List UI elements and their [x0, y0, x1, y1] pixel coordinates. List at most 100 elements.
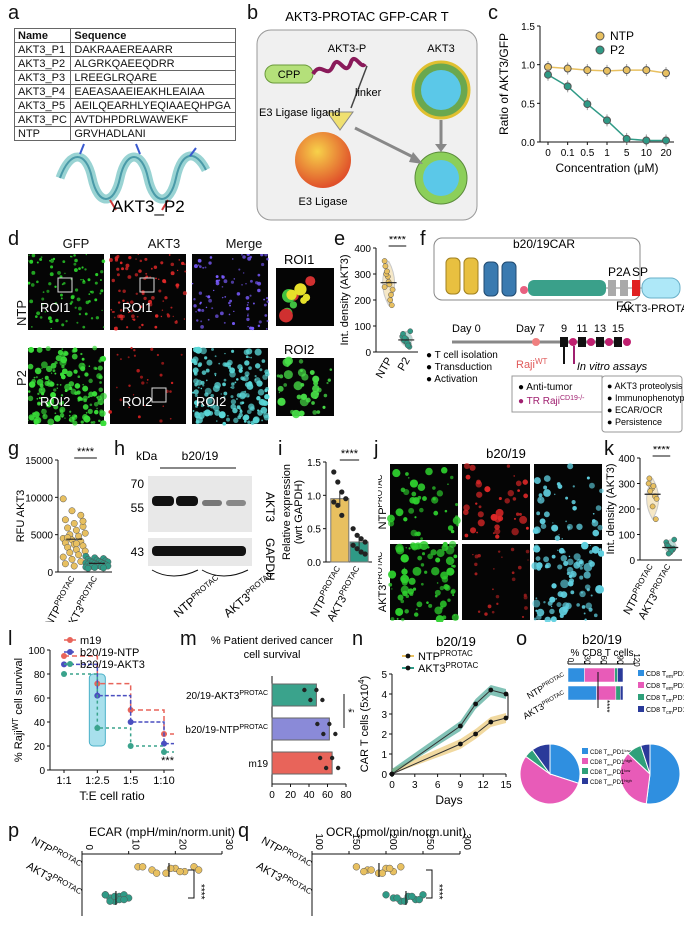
legend-marker [595, 31, 605, 41]
cell-spot [40, 361, 48, 369]
cell-spot [491, 610, 495, 614]
cell-spot [444, 584, 451, 591]
cell-spot [65, 319, 68, 323]
cell-spot [420, 563, 425, 567]
data-point [378, 869, 386, 877]
pie-legend-label: CD8 TcmPD1low [590, 768, 630, 777]
data-point [662, 136, 670, 145]
cell-spot [238, 368, 243, 373]
domain-tm [528, 280, 606, 296]
cell-spot [200, 320, 203, 323]
cell-spot [39, 258, 43, 261]
cell-spot [256, 380, 263, 387]
cell-spot [455, 502, 459, 507]
cell-spot [87, 395, 90, 399]
table-header-sequence: Sequence [70, 28, 236, 43]
y-tick-label: 0.0 [521, 138, 535, 149]
stacked-bar-segment [617, 667, 624, 683]
data-point [61, 653, 67, 659]
cell-spot [477, 610, 481, 613]
cell-spot [37, 392, 40, 396]
cell-spot [195, 415, 199, 419]
fc-label: FC [616, 299, 632, 313]
cell-spot [592, 512, 595, 515]
cell-spot [133, 349, 136, 352]
panel-letter-m: m [180, 628, 197, 650]
panel-letter-g: g [8, 438, 20, 460]
cell-spot [550, 605, 553, 608]
cell-spot [170, 306, 173, 309]
cell-spot [92, 345, 97, 351]
cell-spot [218, 362, 221, 365]
cell-spot [283, 383, 288, 387]
cell-spot [52, 405, 54, 407]
data-point [84, 564, 92, 572]
cell-spot [539, 498, 541, 500]
cell-spot [224, 352, 226, 355]
cell-spot [99, 292, 102, 295]
cell-spot [453, 614, 456, 617]
cell-spot [150, 347, 154, 351]
cell-spot [83, 398, 87, 403]
sig-bracket [188, 869, 195, 899]
cell-spot [74, 391, 78, 396]
x-tick-label: 0 [83, 844, 94, 850]
cell-spot [523, 593, 527, 597]
col-label-akt3: AKT3 [147, 236, 181, 251]
cell-spot [570, 590, 575, 595]
data-point [120, 895, 128, 904]
data-point [101, 891, 109, 899]
cell-spot [148, 302, 153, 307]
cell-spot [419, 507, 424, 513]
cell-spot [205, 379, 208, 382]
data-point [358, 536, 364, 542]
assay-text: Immunophenotype [615, 393, 684, 403]
cell-spot [430, 549, 437, 556]
x-tick-label: 120 [632, 653, 641, 667]
y-axis-label: Int. density (AKT3) [339, 254, 351, 345]
cell-spot [80, 352, 83, 356]
sig-label: *** [161, 755, 175, 767]
stacked-bar-segment [620, 685, 624, 701]
cell-spot [178, 259, 181, 261]
cell-spot [494, 528, 501, 535]
cell-spot [560, 591, 568, 599]
data-point [91, 564, 99, 571]
cell-spot [244, 371, 250, 377]
cell-spot [61, 323, 65, 327]
cell-spot [193, 264, 198, 269]
cell-spot [113, 316, 116, 319]
cell-spot [54, 412, 57, 415]
cell-spot [207, 295, 211, 299]
cell-spot [35, 376, 38, 379]
cell-spot [128, 406, 131, 409]
cell-spot [204, 266, 207, 269]
cell-spot [533, 477, 541, 485]
cell-spot [168, 254, 171, 256]
data-point [327, 721, 332, 727]
data-point [382, 263, 389, 270]
cell-spot [533, 526, 541, 534]
legend-marker [595, 45, 605, 55]
cell-spot [126, 326, 129, 329]
cell-spot [192, 391, 195, 394]
cell-spot [395, 508, 404, 517]
cell-spot [410, 529, 418, 537]
data-point [352, 863, 361, 871]
cell-spot [199, 302, 202, 305]
cell-spot [261, 419, 264, 422]
cell-spot [234, 381, 237, 384]
cell-spot [444, 509, 448, 513]
data-point [671, 536, 678, 543]
cell-spot [138, 326, 141, 329]
roi2-box [151, 387, 167, 403]
cell-spot [93, 409, 99, 415]
roi2-label: ROI2 [40, 394, 70, 409]
cell-spot [515, 480, 522, 487]
data-point [622, 66, 631, 75]
y-tick-label: 3 [381, 710, 387, 721]
row-label-ntp: NTP [14, 300, 29, 326]
data-point [653, 495, 660, 502]
data-point [329, 755, 335, 761]
panel-letter-d: d [8, 228, 20, 250]
